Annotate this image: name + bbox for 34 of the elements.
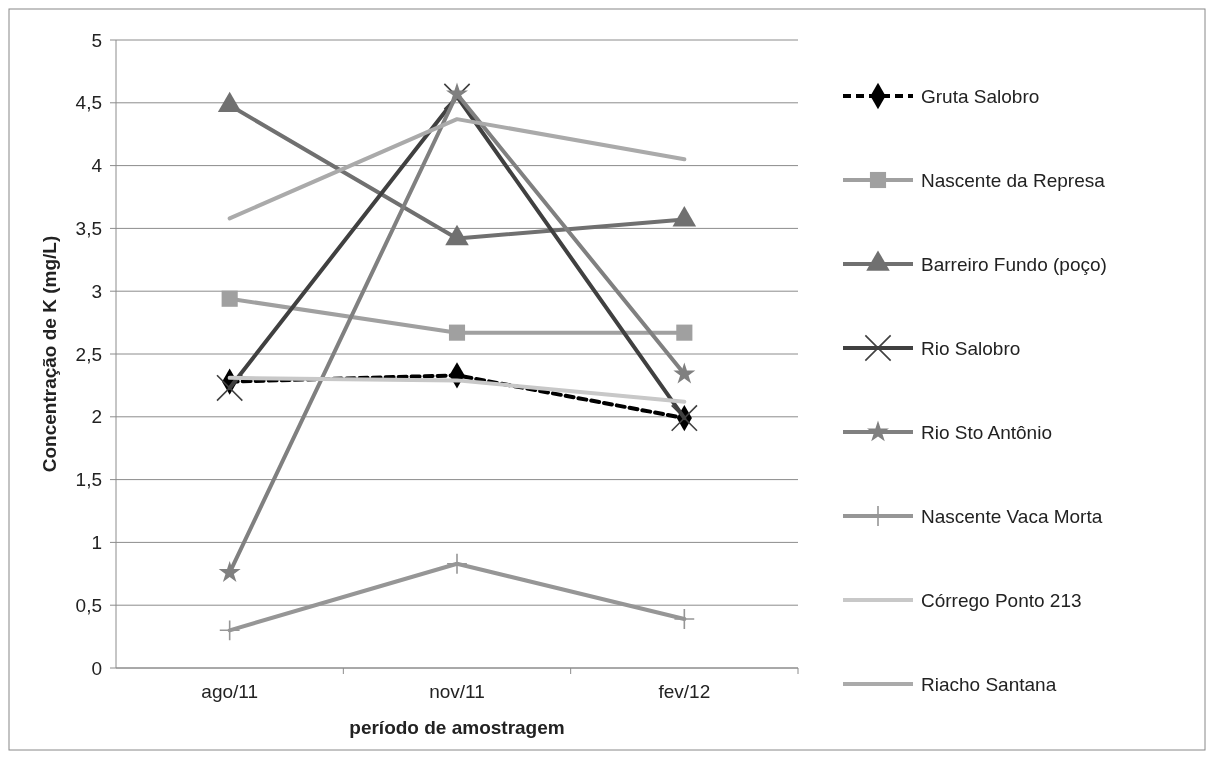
y-tick-label: 3,5 [75,218,102,240]
legend-label: Rio Sto Antônio [921,421,1052,443]
x-axis-title: período de amostragem [349,717,565,738]
legend-label: Córrego Ponto 213 [921,589,1082,611]
y-tick-label: 5 [91,29,102,51]
legend-label: Nascente da Represa [921,169,1106,191]
x-tick-label: nov/11 [429,681,485,702]
point [216,374,244,402]
point [446,82,468,104]
legend-label: Barreiro Fundo (poço) [921,253,1107,275]
point [221,290,238,307]
y-tick-label: 0 [91,657,102,679]
point [673,608,696,630]
y-tick-label: 1 [91,532,102,554]
y-tick-label: 1,5 [75,469,102,491]
x-tick-label: ago/11 [201,681,259,702]
point [448,324,466,341]
y-axis-title: Concentração de K (mg/L) [39,235,60,473]
y-tick-label: 4 [91,155,103,177]
y-tick-label: 2,5 [75,343,102,365]
point [218,619,241,642]
legend-label: Rio Salobro [921,337,1021,359]
point [673,362,696,384]
legend-label: Nascente Vaca Morta [921,505,1103,527]
y-tick-label: 0,5 [75,594,102,616]
legend-label: Riacho Santana [921,673,1057,695]
y-tick-label: 2 [91,406,102,428]
x-tick-label: fev/12 [658,681,711,702]
legend-label: Gruta Salobro [921,85,1040,107]
point [446,553,468,575]
point [676,324,693,341]
point [218,560,241,582]
y-tick-label: 3 [91,280,102,302]
y-tick-label: 4,5 [75,92,102,114]
